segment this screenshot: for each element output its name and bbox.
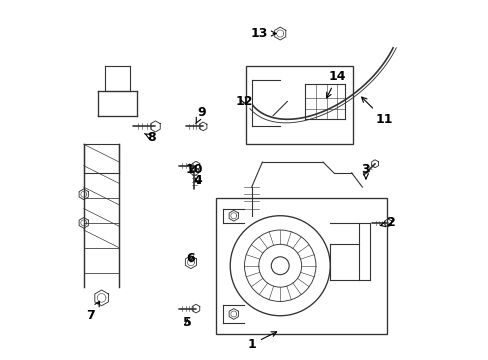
Text: 5: 5 (183, 316, 191, 329)
FancyBboxPatch shape (246, 66, 353, 144)
Text: 2: 2 (380, 216, 394, 229)
Text: 14: 14 (326, 70, 346, 98)
Text: 8: 8 (144, 131, 156, 144)
Text: 3: 3 (361, 163, 369, 179)
Text: 10: 10 (185, 163, 203, 176)
Text: 11: 11 (361, 97, 392, 126)
Text: 6: 6 (186, 252, 195, 265)
Text: 7: 7 (86, 301, 100, 322)
Text: 9: 9 (195, 105, 205, 124)
Text: 1: 1 (247, 332, 276, 351)
Text: 12: 12 (235, 95, 253, 108)
Text: 4: 4 (193, 174, 202, 186)
Text: 13: 13 (249, 27, 276, 40)
FancyBboxPatch shape (216, 198, 386, 334)
